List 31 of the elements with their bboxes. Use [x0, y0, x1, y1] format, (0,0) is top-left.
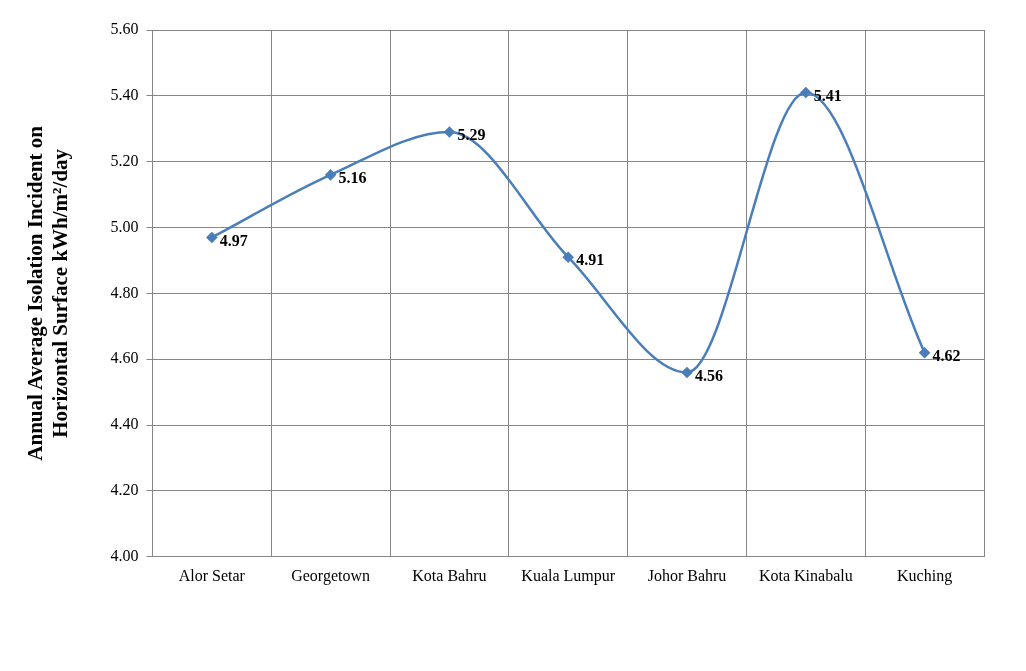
- y-tick-label: 5.20: [110, 151, 139, 169]
- data-label: 5.29: [457, 126, 486, 144]
- data-label: 4.97: [219, 231, 248, 249]
- y-tick-label: 5.60: [110, 20, 139, 38]
- point: [681, 367, 693, 378]
- x-tick-label: Kota Bahru: [412, 566, 487, 584]
- y-tick-label: 4.40: [110, 415, 139, 433]
- x-tick-label: Kota Kinabalu: [758, 566, 853, 584]
- data-label: 5.16: [338, 169, 367, 187]
- x-tick-label: Georgetown: [291, 566, 370, 585]
- point: [919, 347, 930, 358]
- data-label: 4.62: [932, 346, 961, 364]
- data-label: 5.41: [813, 86, 842, 104]
- x-tick-label: Alor Setar: [178, 566, 246, 584]
- x-tick-label: Kuala Lumpur: [521, 566, 616, 585]
- point: [444, 126, 455, 138]
- point: [206, 232, 218, 243]
- point: [325, 169, 336, 181]
- data-label: 4.91: [576, 251, 605, 269]
- data-label: 4.56: [695, 366, 723, 384]
- y-tick-label: 4.60: [110, 349, 139, 367]
- y-tick-label: 4.00: [110, 547, 139, 564]
- x-tick-label: Johor Bahru: [647, 566, 727, 584]
- y-tick-label: 5.40: [110, 86, 139, 104]
- point: [562, 251, 574, 263]
- y-axis-title: Annual Average Isolation Incident on Horizontal Surface kWh/m²/day: [23, 125, 73, 461]
- y-tick-label: 4.80: [110, 283, 139, 301]
- y-tick-label: 5.00: [110, 217, 139, 235]
- x-tick-label: Kuching: [897, 566, 953, 585]
- y-tick-label: 4.20: [110, 481, 139, 499]
- point: [800, 87, 812, 98]
